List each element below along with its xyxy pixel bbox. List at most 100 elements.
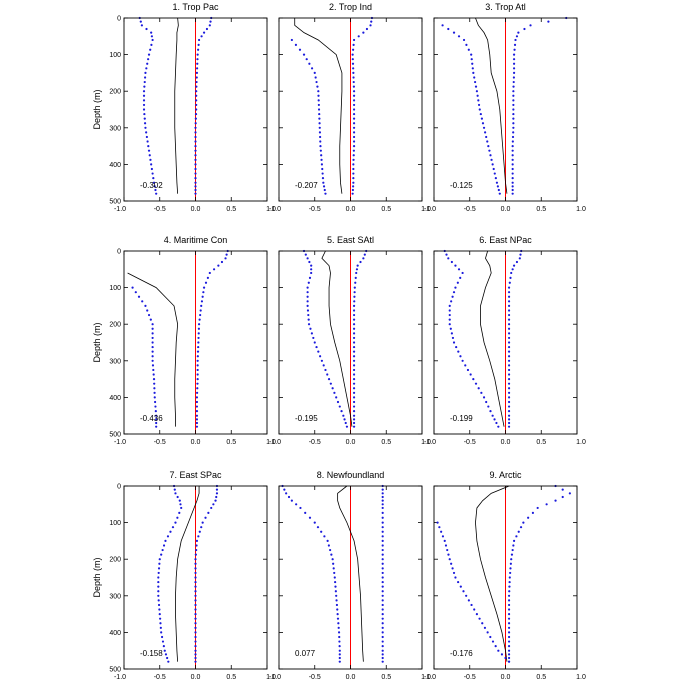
panel-1-lower-point (150, 31, 153, 34)
panel-5-upper-point (352, 378, 356, 381)
panel-6-upper-point (512, 264, 516, 267)
panel-2-title: 2. Trop Ind (329, 2, 372, 12)
panel-1-lower-point (150, 163, 153, 166)
panel-7-lower-point (173, 488, 176, 491)
panel-5-upper-point (362, 257, 365, 260)
panel-1-ytick-label: 300 (109, 125, 121, 132)
panel-4-upper-point (200, 300, 204, 303)
panel-6-lower-point (459, 276, 462, 279)
panel-4-ytick-label: 300 (109, 358, 121, 365)
panel-6-lower-point (454, 264, 457, 267)
panel-9-upper-point (507, 626, 511, 629)
panel-6-lower-point (450, 260, 453, 264)
panel-2-lower-point (319, 135, 322, 139)
panel-5-lower-point (310, 271, 313, 275)
panel-4-upper-point (225, 253, 228, 256)
panel-9-lower-point (440, 530, 443, 533)
panel-5-lower-point (329, 382, 332, 385)
panel-1-lower-point (145, 135, 148, 139)
panel-9-lower-point (459, 585, 462, 588)
panel-2-lower-point (290, 38, 293, 42)
panel-3-upper-point (511, 185, 514, 188)
panel-4-upper-point (197, 345, 200, 349)
panel-6-upper-point (507, 318, 511, 321)
panel-6-upper-point (507, 425, 511, 428)
panel-4-xtick-label: -1.0 (114, 439, 126, 446)
panel-2-upper-point (352, 167, 355, 171)
panel-1-upper-point (194, 188, 197, 192)
panel-8-upper-point (381, 622, 384, 625)
panel-2-lower-point (320, 158, 323, 161)
panel-7-upper-point (194, 590, 197, 593)
panel-3-upper-point (512, 85, 515, 88)
panel-7-upper-point (204, 516, 207, 519)
panel-4-lower-point (152, 373, 155, 376)
panel-2-upper-point (357, 35, 360, 38)
panel-7-lower-point (157, 594, 160, 597)
panel-1-title: 1. Trop Pac (172, 2, 219, 12)
panel-8-upper-point (381, 488, 384, 491)
panel-8-upper-point (381, 571, 384, 575)
panel-5-upper-point (352, 332, 356, 335)
panel-4-xtick-label: 1.0 (266, 439, 276, 446)
panel-6-lower-point (452, 291, 456, 294)
panel-5-lower-point (326, 373, 329, 376)
panel-1-upper-point (196, 62, 199, 65)
panel-5-upper-point (352, 350, 356, 353)
panel-3-lower-point (487, 145, 490, 148)
panel-3-xtick-label: -1.0 (424, 206, 436, 213)
panel-5-lower-point (331, 387, 334, 390)
panel-1-lower-point (149, 48, 152, 51)
panel-6-upper-point (507, 341, 511, 344)
panel-9-xtick-label: 1.0 (576, 674, 586, 681)
panel-5-upper-point (352, 368, 356, 372)
panel-7-upper-point (194, 558, 197, 561)
panel-9-lower-point (443, 539, 446, 543)
panel-2-lower-point (318, 131, 322, 134)
panel-6-upper-point (507, 323, 511, 326)
panel-5-series-mean (321, 250, 353, 427)
panel-4-ytick-label: 100 (109, 285, 121, 292)
panel-4-lower-point (155, 418, 158, 421)
panel-8-upper-point (381, 585, 384, 588)
panel-8-upper-point (381, 526, 384, 529)
panel-7-lower-point (164, 539, 167, 543)
panel-8-upper-point (381, 613, 384, 616)
panel-2-upper-point (352, 108, 356, 111)
panel-5-upper-point (352, 359, 356, 362)
panel-9-frame (433, 485, 578, 670)
panel-4-upper-point (208, 271, 211, 275)
panel-2-lower-point (318, 122, 321, 125)
panel-6-lower-point (448, 309, 451, 312)
panel-8-upper-point (381, 499, 384, 502)
panel-2-xtick-label: -1.0 (269, 206, 281, 213)
panel-7-lower-point (158, 613, 161, 616)
panel-9-upper-point (507, 631, 511, 634)
panel-2-lower-point (302, 53, 306, 56)
panel-4-lower-point (155, 425, 158, 428)
panel-1-lower-point (143, 80, 146, 84)
panel-6-lower-point (469, 373, 472, 376)
panel-3-lower-point (467, 48, 470, 51)
panel-2-lower-point (321, 172, 324, 175)
panel-8-upper-point (381, 649, 384, 652)
panel-8-lower-point (316, 526, 320, 529)
panel-2-lower-point (317, 103, 320, 107)
panel-4-upper-point (195, 410, 199, 413)
panel-2-upper-point (352, 185, 355, 188)
panel-5-lower-point (342, 414, 345, 417)
panel-8-xtick-label: 0.5 (381, 674, 391, 681)
panel-6-xtick-label: -1.0 (424, 439, 436, 446)
panel-8-upper-point (381, 590, 384, 593)
panel-9-lower-point (465, 594, 468, 597)
panel-1-lower-point (142, 94, 146, 97)
panel-5: 5. East SAtl -1.0 -0.5 0.0 0.5 1.0 -0.195 (269, 235, 431, 446)
panel-2-lower-point (322, 185, 326, 188)
panel-2-upper-point (352, 112, 356, 116)
panel-6-lower-point (455, 345, 458, 349)
panel-2-xtick-label: -0.5 (309, 206, 321, 213)
panel-5-upper-point (352, 323, 356, 326)
panel-3-xtick-label: 0.5 (536, 206, 546, 213)
panel-4-lower-point (155, 414, 158, 417)
panel-9-lower-point (457, 580, 460, 584)
